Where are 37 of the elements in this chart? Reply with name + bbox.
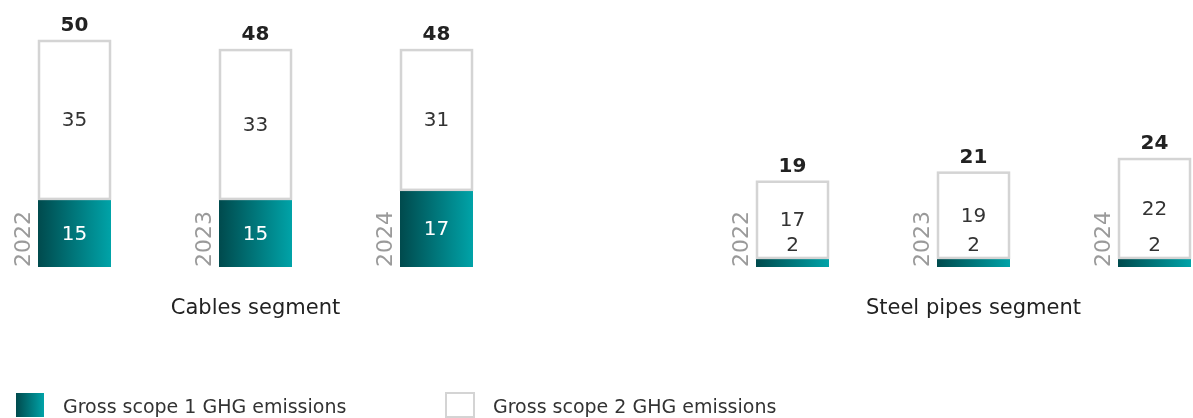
x-axis-title: Cables segment — [170, 295, 341, 319]
total-label: 24 — [1140, 130, 1169, 155]
bar — [936, 171, 1011, 260]
legend-label: Gross scope 2 GHG emissions — [493, 395, 777, 417]
x-tick-label: 2022 — [728, 211, 753, 267]
x-tick-label: 2024 — [1090, 211, 1115, 267]
x-tick-label: 2022 — [10, 211, 35, 267]
legend-label: Gross scope 1 GHG emissions — [63, 395, 347, 417]
total-label: 48 — [422, 21, 451, 46]
bar — [400, 189, 473, 267]
bar — [218, 48, 293, 201]
bar — [219, 198, 292, 267]
x-tick-label: 2023 — [191, 211, 216, 267]
data-label: 22 — [1141, 195, 1168, 220]
x-axis-title: Steel pipes segment — [865, 295, 1082, 319]
bar — [37, 39, 112, 201]
bar — [755, 180, 830, 260]
data-label: 17 — [779, 207, 806, 232]
bar — [399, 48, 474, 192]
data-label: 2 — [967, 231, 980, 256]
data-label: 31 — [423, 107, 450, 132]
data-label: 35 — [61, 107, 88, 132]
total-label: 19 — [778, 152, 807, 177]
data-label: 15 — [61, 220, 88, 245]
data-label: 33 — [242, 111, 269, 136]
total-label: 48 — [241, 21, 270, 46]
data-label: 2 — [1148, 231, 1161, 256]
data-label: 19 — [960, 202, 987, 227]
data-label: 2 — [786, 231, 799, 256]
bar — [1117, 157, 1192, 260]
x-tick-label: 2024 — [372, 211, 397, 267]
total-label: 50 — [60, 12, 89, 36]
bar — [38, 198, 111, 267]
data-label: 15 — [242, 220, 269, 245]
data-label: 17 — [423, 216, 450, 241]
x-tick-label: 2023 — [909, 211, 934, 267]
total-label: 21 — [959, 143, 988, 168]
